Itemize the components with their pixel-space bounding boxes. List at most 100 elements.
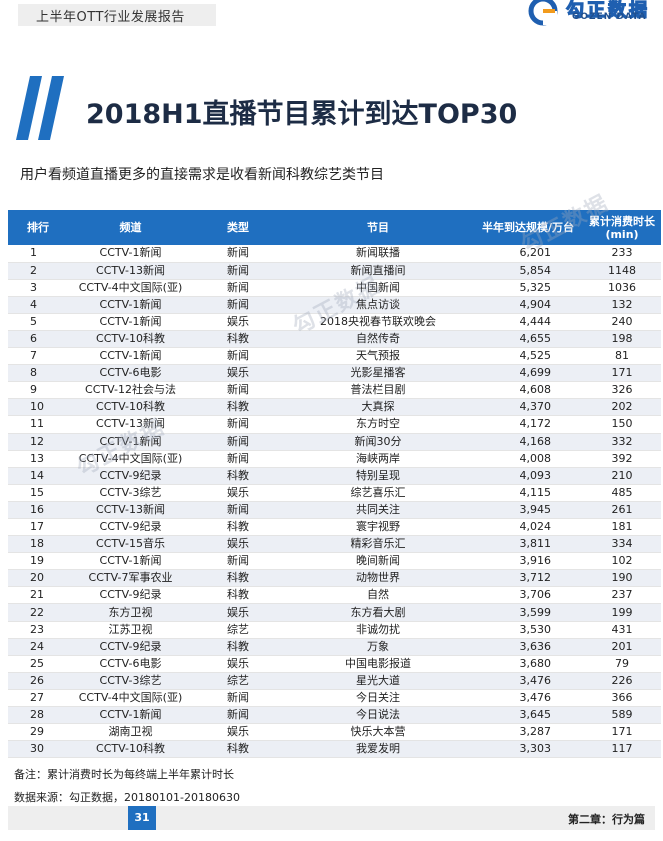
table-row: 23 江苏卫视 综艺 非诚勿扰 3,530 431 [8,621,661,639]
type-cell: 新闻 [193,262,283,280]
table-row: 11 CCTV-13新闻 新闻 东方时空 4,172 150 [8,415,661,434]
program-cell: 快乐大本营 [283,723,473,742]
column-header: 排行 [27,221,49,234]
table-row: 17 CCTV-9纪录 科教 寰宇视野 4,024 181 [8,518,661,537]
rank-cell: 5 [8,313,68,331]
reach-cell: 4,172 [473,415,583,434]
rank-cell: 22 [8,603,68,622]
rank-cell: 8 [8,364,68,383]
program-cell: 天气预报 [283,347,473,366]
rank-cell: 12 [8,433,68,451]
channel-cell: CCTV-6电影 [68,364,193,383]
reach-cell: 4,168 [473,433,583,451]
reach-cell: 4,115 [473,484,583,502]
channel-cell: CCTV-1新闻 [68,245,193,263]
duration-cell: 198 [583,330,661,349]
type-cell: 娱乐 [193,535,283,554]
rank-cell: 4 [8,296,68,314]
logo-cn: 勾正数据 [565,0,650,22]
data-source: 数据来源：勾正数据，20180101-20180630 [14,791,240,804]
duration-cell: 190 [583,569,661,588]
channel-cell: CCTV-4中文国际(亚) [68,689,193,708]
table-row: 15 CCTV-3综艺 娱乐 综艺喜乐汇 4,115 485 [8,484,661,502]
duration-cell: 201 [583,638,661,656]
channel-cell: CCTV-4中文国际(亚) [68,450,193,468]
program-cell: 今日关注 [283,689,473,708]
table-row: 24 CCTV-9纪录 科教 万象 3,636 201 [8,638,661,656]
channel-cell: CCTV-9纪录 [68,518,193,537]
reach-cell: 4,525 [473,347,583,366]
rank-cell: 25 [8,655,68,673]
channel-cell: CCTV-1新闻 [68,313,193,331]
duration-cell: 210 [583,467,661,485]
table-row: 16 CCTV-13新闻 新闻 共同关注 3,945 261 [8,501,661,520]
channel-cell: CCTV-6电影 [68,655,193,673]
reach-cell: 3,636 [473,638,583,656]
column-header: 节目 [367,221,389,234]
column-header: 累计消费时长 (min) [589,214,655,241]
duration-cell: 81 [583,347,661,366]
program-cell: 非诚勿扰 [283,621,473,639]
reach-cell: 5,325 [473,279,583,297]
footer-bar [8,806,655,830]
duration-cell: 102 [583,552,661,571]
channel-cell: CCTV-9纪录 [68,586,193,605]
table-row: 29 湖南卫视 娱乐 快乐大本营 3,287 171 [8,723,661,742]
reach-cell: 4,608 [473,381,583,400]
type-cell: 新闻 [193,689,283,708]
table-header-row: 排行 频道 类型 节目 半年到达规模/万台 累计消费时长 (min) [8,210,661,245]
reach-cell: 3,916 [473,552,583,571]
reach-cell: 4,008 [473,450,583,468]
reach-cell: 3,706 [473,586,583,605]
type-cell: 新闻 [193,279,283,297]
channel-cell: CCTV-10科教 [68,330,193,349]
type-cell: 科教 [193,467,283,485]
duration-cell: 1148 [583,262,661,280]
program-cell: 光影星播客 [283,364,473,383]
column-header: 类型 [227,221,249,234]
type-cell: 新闻 [193,552,283,571]
table-row: 18 CCTV-15音乐 娱乐 精彩音乐汇 3,811 334 [8,535,661,554]
reach-cell: 3,945 [473,501,583,520]
table-row: 6 CCTV-10科教 科教 自然传奇 4,655 198 [8,330,661,349]
chapter-label: 第二章：行为篇 [568,813,645,826]
table-row: 12 CCTV-1新闻 新闻 新闻30分 4,168 332 [8,433,661,451]
channel-cell: CCTV-13新闻 [68,415,193,434]
duration-cell: 240 [583,313,661,331]
channel-cell: CCTV-13新闻 [68,501,193,520]
duration-cell: 332 [583,433,661,451]
type-cell: 娱乐 [193,655,283,673]
program-cell: 万象 [283,638,473,656]
reach-cell: 4,093 [473,467,583,485]
table-row: 7 CCTV-1新闻 新闻 天气预报 4,525 81 [8,347,661,366]
table-row: 8 CCTV-6电影 娱乐 光影星播客 4,699 171 [8,364,661,383]
rank-cell: 2 [8,262,68,280]
rank-cell: 14 [8,467,68,485]
duration-cell: 392 [583,450,661,468]
duration-cell: 171 [583,723,661,742]
duration-cell: 150 [583,415,661,434]
rank-cell: 3 [8,279,68,297]
reach-cell: 3,811 [473,535,583,554]
table-body: 1 CCTV-1新闻 新闻 新闻联播 6,201 233 2 CCTV-13新闻 新闻 新闻直播间… [8,245,661,759]
program-cell: 今日说法 [283,706,473,725]
rank-cell: 9 [8,381,68,400]
duration-cell: 431 [583,621,661,639]
type-cell: 新闻 [193,347,283,366]
table-row: 30 CCTV-10科教 科教 我爱发明 3,303 117 [8,740,661,759]
duration-cell: 181 [583,518,661,537]
type-cell: 新闻 [193,450,283,468]
rank-cell: 17 [8,518,68,537]
report-title: 上半年OTT行业发展报告 [36,10,185,25]
duration-cell: 199 [583,603,661,622]
title-slash-icon [16,76,64,140]
page-title: 2018H1直播节目累计到达TOP30 [86,99,518,130]
type-cell: 科教 [193,330,283,349]
rank-cell: 1 [8,245,68,263]
table-row: 22 东方卫视 娱乐 东方看大剧 3,599 199 [8,603,661,622]
program-cell: 东方看大剧 [283,603,473,622]
duration-cell: 132 [583,296,661,314]
reach-cell: 3,530 [473,621,583,639]
rank-cell: 23 [8,621,68,639]
reach-cell: 4,370 [473,398,583,417]
